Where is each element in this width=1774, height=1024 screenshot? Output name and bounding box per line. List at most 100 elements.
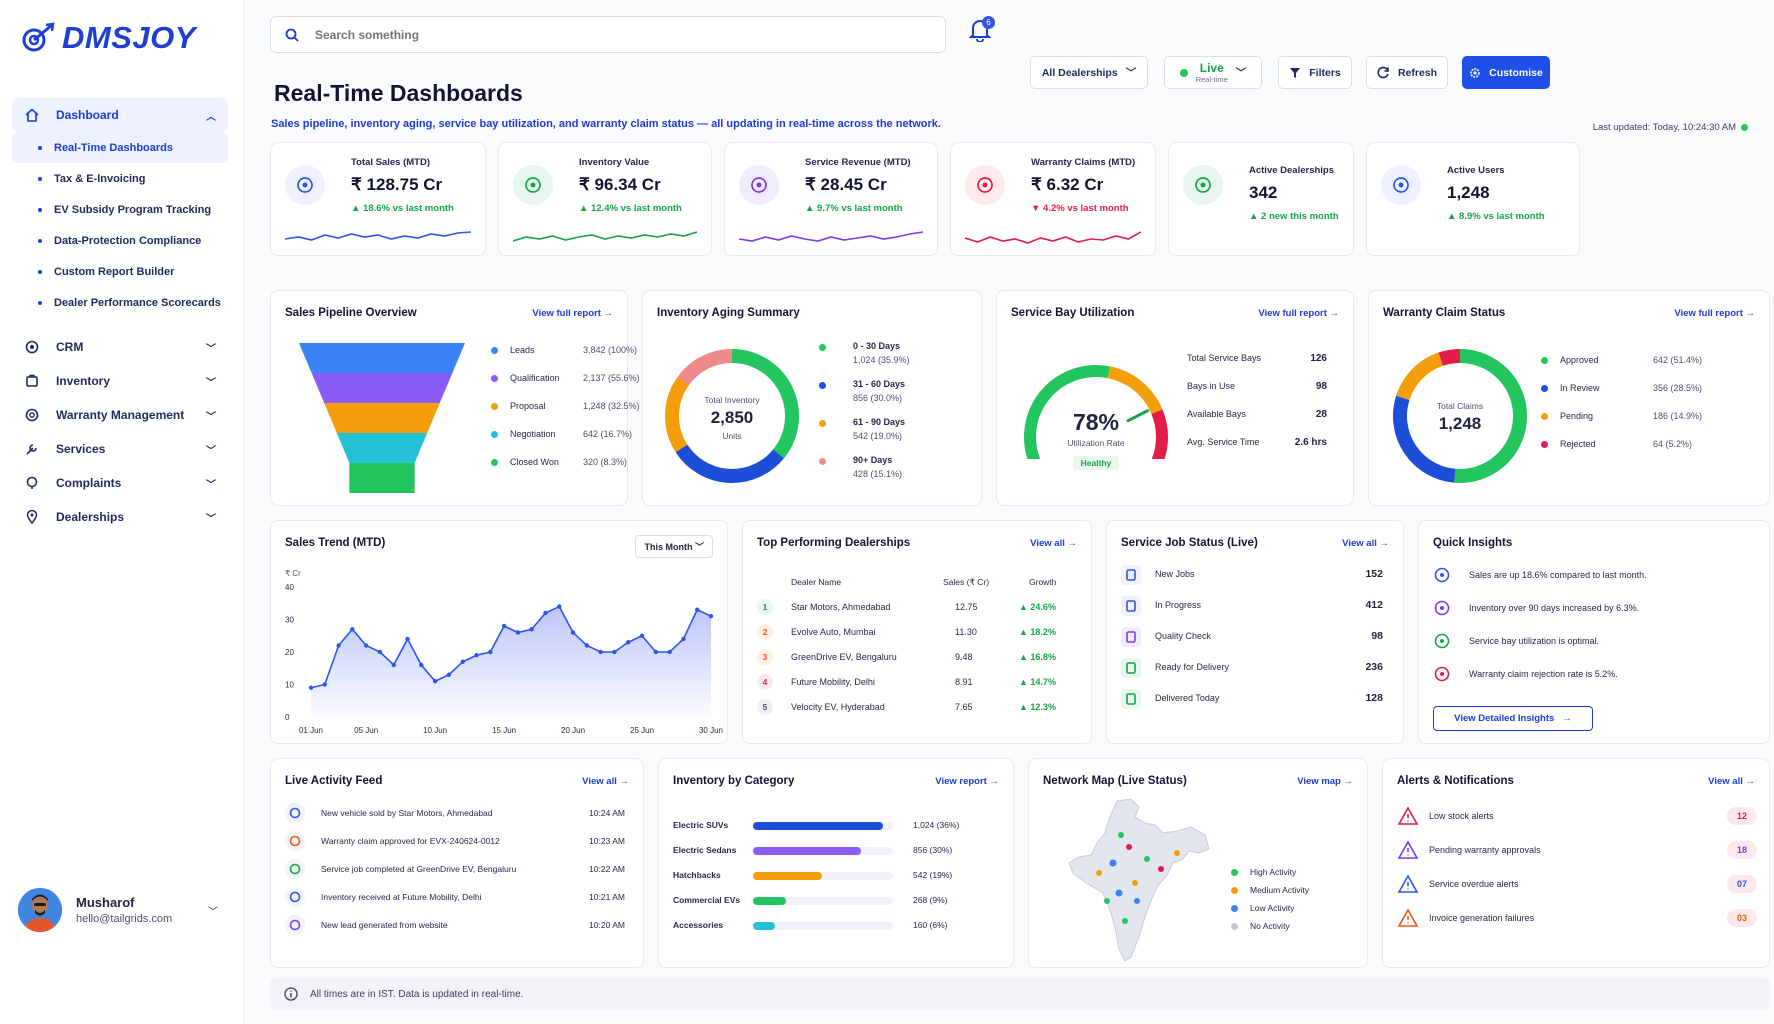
funnel-stage[interactable] <box>349 463 415 493</box>
trend-point[interactable] <box>322 682 327 687</box>
trend-point[interactable] <box>501 623 507 629</box>
trend-point[interactable] <box>570 630 576 635</box>
trend-point[interactable] <box>612 649 617 655</box>
table-row[interactable]: 4 Future Mobility, Delhi 8.91 ▲ 14.7% <box>757 674 1079 692</box>
dealership-select[interactable]: All Dealerships ﹀ <box>1030 56 1148 89</box>
trend-point[interactable] <box>308 685 314 690</box>
kpi-card[interactable]: Service Revenue (MTD) ₹ 28.45 Cr ▲ 9.7% vs… <box>724 142 938 256</box>
list-item[interactable]: Quality Check 98 <box>1121 625 1391 649</box>
category-row[interactable]: Commercial EVs 268 (9%) <box>673 894 1003 908</box>
sidebar-subitem-real-time-dashboards[interactable]: Real-Time Dashboards <box>12 132 228 163</box>
funnel-stage[interactable] <box>336 433 428 463</box>
view-report-link[interactable]: View report → <box>935 776 999 787</box>
trend-point[interactable] <box>363 643 369 648</box>
map-marker[interactable] <box>1104 898 1110 904</box>
trend-point[interactable] <box>598 649 603 655</box>
view-map-link[interactable]: View map → <box>1297 776 1353 787</box>
activity-item[interactable]: Inventory received at Future Mobility, D… <box>285 887 631 907</box>
filters-button[interactable]: Filters <box>1278 56 1352 89</box>
trend-point[interactable] <box>488 649 493 655</box>
refresh-button[interactable]: Refresh <box>1366 56 1448 89</box>
donut-segment[interactable] <box>1438 349 1461 366</box>
map-marker[interactable] <box>1122 918 1128 924</box>
activity-item[interactable]: Warranty claim approved for EVX-240624-0… <box>285 831 631 851</box>
sidebar-subitem-data-protection[interactable]: Data-Protection Compliance <box>12 225 228 256</box>
trend-point[interactable] <box>336 643 341 648</box>
alert-item[interactable]: Service overdue alerts 07 <box>1397 873 1757 895</box>
table-row[interactable]: 3 GreenDrive EV, Bengaluru 9.48 ▲ 16.8% <box>757 649 1079 667</box>
user-profile[interactable]: Musharof hello@tailgrids.com ﹀ <box>18 888 218 932</box>
trend-point[interactable] <box>377 649 383 655</box>
alert-item[interactable]: Low stock alerts 12 <box>1397 805 1757 827</box>
trend-point[interactable] <box>584 643 590 648</box>
sidebar-subitem-dealer-scorecards[interactable]: Dealer Performance Scorecards <box>12 287 228 318</box>
map-marker[interactable] <box>1158 866 1164 872</box>
trend-point[interactable] <box>460 659 465 664</box>
activity-item[interactable]: Service job completed at GreenDrive EV, … <box>285 859 631 879</box>
map-marker[interactable] <box>1109 859 1117 867</box>
trend-point[interactable] <box>653 649 659 655</box>
notifications-button[interactable]: 6 <box>968 16 995 47</box>
sidebar-item-dashboard[interactable]: Dashboard ︿ <box>12 98 228 132</box>
sidebar-item-warranty-management[interactable]: Warranty Management ﹀ <box>12 398 228 432</box>
sidebar-item-dealerships[interactable]: Dealerships ﹀ <box>12 500 228 534</box>
kpi-card[interactable]: Active Users 1,248 ▲ 8.9% vs last month <box>1366 142 1580 256</box>
donut-segment[interactable] <box>677 349 733 386</box>
kpi-card[interactable]: Inventory Value ₹ 96.34 Cr ▲ 12.4% vs last… <box>498 142 712 256</box>
map-marker[interactable] <box>1096 870 1102 876</box>
alert-item[interactable]: Invoice generation failures 03 <box>1397 907 1757 929</box>
donut-segment[interactable] <box>675 444 784 483</box>
activity-item[interactable]: New vehicle sold by Star Motors, Ahmedab… <box>285 803 631 823</box>
category-row[interactable]: Hatchbacks 542 (19%) <box>673 869 1003 883</box>
search-input[interactable] <box>315 27 815 42</box>
sidebar-subitem-custom-report[interactable]: Custom Report Builder <box>12 256 228 287</box>
trend-point[interactable] <box>446 672 452 677</box>
view-all-link[interactable]: View all → <box>1342 538 1389 549</box>
sidebar-subitem-tax-e-invoicing[interactable]: Tax & E-Invoicing <box>12 163 228 194</box>
map-marker[interactable] <box>1174 850 1180 856</box>
map-marker[interactable] <box>1118 832 1124 838</box>
chevron-down-icon[interactable]: ﹀ <box>208 906 218 918</box>
activity-item[interactable]: New lead generated from website 10:20 AM <box>285 915 631 935</box>
map-marker[interactable] <box>1132 880 1138 886</box>
trend-point[interactable] <box>432 679 438 684</box>
table-row[interactable]: 2 Evolve Auto, Mumbai 11.30 ▲ 18.2% <box>757 624 1079 642</box>
donut-segment[interactable] <box>665 376 690 453</box>
kpi-card[interactable]: Active Dealerships 342 ▲ 2 new this month <box>1168 142 1354 256</box>
trend-point[interactable] <box>695 607 700 612</box>
funnel-stage[interactable] <box>324 403 440 433</box>
view-detailed-insights-button[interactable]: View Detailed Insights → <box>1433 706 1593 731</box>
view-all-link[interactable]: View all → <box>1030 538 1077 549</box>
category-row[interactable]: Electric Sedans 856 (30%) <box>673 844 1003 858</box>
view-full-report-link[interactable]: View full report → <box>1258 308 1339 319</box>
kpi-card[interactable]: Total Sales (MTD) ₹ 128.75 Cr ▲ 18.6% vs l… <box>270 142 486 256</box>
list-item[interactable]: In Progress 412 <box>1121 594 1391 618</box>
india-map[interactable] <box>1059 797 1229 967</box>
donut-segment[interactable] <box>731 349 799 459</box>
brand-logo[interactable]: DMSJOY <box>20 20 196 56</box>
sidebar-item-crm[interactable]: CRM ﹀ <box>12 330 228 364</box>
sidebar-item-complaints[interactable]: Complaints ﹀ <box>12 466 228 500</box>
period-select[interactable]: This Month ﹀ <box>635 535 713 558</box>
trend-point[interactable] <box>626 640 631 645</box>
trend-point[interactable] <box>667 649 672 655</box>
trend-point[interactable] <box>419 662 424 668</box>
map-marker[interactable] <box>1144 856 1150 862</box>
trend-point[interactable] <box>529 627 534 632</box>
view-full-report-link[interactable]: View full report → <box>1674 308 1755 319</box>
trend-point[interactable] <box>350 627 355 632</box>
trend-point[interactable] <box>543 610 548 616</box>
alert-item[interactable]: Pending warranty approvals 18 <box>1397 839 1757 861</box>
view-all-link[interactable]: View all → <box>582 776 629 787</box>
list-item[interactable]: Delivered Today 128 <box>1121 687 1391 711</box>
trend-point[interactable] <box>557 604 562 609</box>
view-all-link[interactable]: View all → <box>1708 776 1755 787</box>
trend-point[interactable] <box>639 633 645 638</box>
list-item[interactable]: Ready for Delivery 236 <box>1121 656 1391 680</box>
map-marker[interactable] <box>1115 889 1123 897</box>
trend-point[interactable] <box>681 636 686 642</box>
customise-button[interactable]: Customise <box>1462 56 1550 89</box>
trend-point[interactable] <box>405 636 410 642</box>
table-row[interactable]: 1 Star Motors, Ahmedabad 12.75 ▲ 24.6% <box>757 599 1079 617</box>
funnel-stage[interactable] <box>299 343 465 373</box>
